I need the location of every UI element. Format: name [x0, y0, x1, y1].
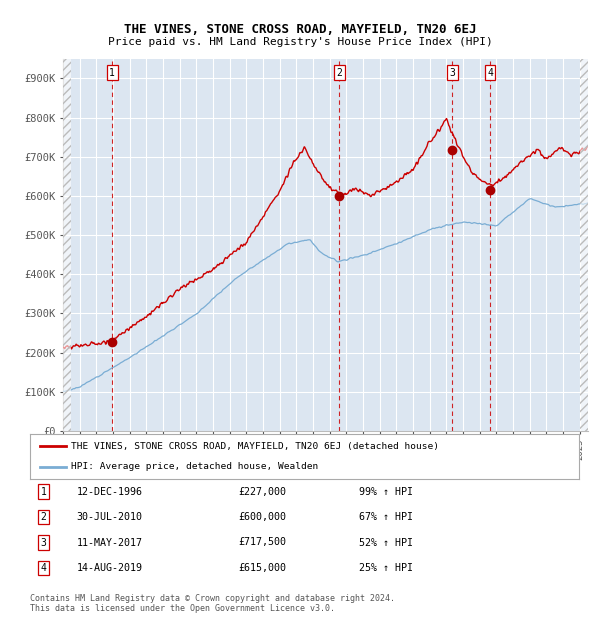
Text: £717,500: £717,500	[239, 538, 287, 547]
Text: 1: 1	[109, 68, 115, 78]
Text: 14-AUG-2019: 14-AUG-2019	[77, 563, 143, 573]
Text: 12-DEC-1996: 12-DEC-1996	[77, 487, 143, 497]
Text: 1: 1	[41, 487, 47, 497]
Text: Contains HM Land Registry data © Crown copyright and database right 2024.
This d: Contains HM Land Registry data © Crown c…	[30, 594, 395, 613]
Bar	[63, 59, 71, 431]
Text: 99% ↑ HPI: 99% ↑ HPI	[359, 487, 413, 497]
Text: Price paid vs. HM Land Registry's House Price Index (HPI): Price paid vs. HM Land Registry's House …	[107, 37, 493, 46]
Text: 4: 4	[41, 563, 47, 573]
Text: £615,000: £615,000	[239, 563, 287, 573]
Text: 25% ↑ HPI: 25% ↑ HPI	[359, 563, 413, 573]
Text: 2: 2	[337, 68, 342, 78]
Text: THE VINES, STONE CROSS ROAD, MAYFIELD, TN20 6EJ: THE VINES, STONE CROSS ROAD, MAYFIELD, T…	[124, 23, 476, 36]
Text: THE VINES, STONE CROSS ROAD, MAYFIELD, TN20 6EJ (detached house): THE VINES, STONE CROSS ROAD, MAYFIELD, T…	[71, 441, 439, 451]
Text: £600,000: £600,000	[239, 512, 287, 522]
Bar	[63, 59, 71, 431]
Text: £227,000: £227,000	[239, 487, 287, 497]
Text: 2: 2	[41, 512, 47, 522]
Text: 30-JUL-2010: 30-JUL-2010	[77, 512, 143, 522]
Text: 52% ↑ HPI: 52% ↑ HPI	[359, 538, 413, 547]
Bar	[580, 59, 588, 431]
Text: 3: 3	[449, 68, 455, 78]
Bar	[580, 59, 588, 431]
Text: 3: 3	[41, 538, 47, 547]
Text: 67% ↑ HPI: 67% ↑ HPI	[359, 512, 413, 522]
Text: 4: 4	[487, 68, 493, 78]
Text: HPI: Average price, detached house, Wealden: HPI: Average price, detached house, Weal…	[71, 462, 319, 471]
Text: 11-MAY-2017: 11-MAY-2017	[77, 538, 143, 547]
